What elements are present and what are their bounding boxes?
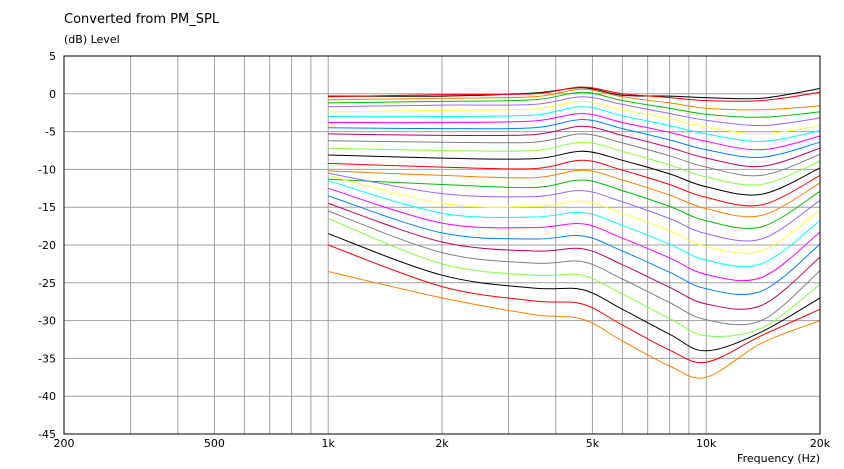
x-tick-label: 10k: [696, 437, 717, 450]
series-line: [328, 180, 821, 268]
x-tick-label: 5k: [586, 437, 600, 450]
x-tick-label: 2k: [435, 437, 449, 450]
x-tick-label: 500: [204, 437, 225, 450]
x-axis-label: Frequency (Hz): [737, 452, 820, 465]
series-line: [328, 118, 821, 158]
y-tick-labels: 5 0 -5 -10 -15 -20 -25 -30 -35 -40 -45: [38, 50, 56, 441]
y-tick-label: 0: [49, 88, 56, 101]
series-line: [328, 86, 821, 102]
series-line: [328, 271, 821, 379]
series-line: [328, 244, 821, 364]
y-axis-label: (dB) Level: [64, 33, 120, 46]
chart-title: Converted from PM_SPL: [64, 12, 220, 27]
y-tick-label: -20: [38, 239, 56, 252]
series-line: [328, 133, 821, 177]
series-line: [328, 233, 821, 352]
series-line: [328, 88, 821, 111]
x-tick-labels: 200 500 1k 2k 5k 10k 20k: [54, 437, 831, 450]
series-line: [328, 195, 821, 295]
y-tick-label: -15: [38, 201, 56, 214]
series-line: [328, 106, 821, 142]
series-line: [328, 169, 821, 218]
series-line: [328, 218, 821, 337]
series-line: [328, 125, 821, 168]
y-tick-label: -45: [38, 428, 56, 441]
y-tick-label: 5: [49, 50, 56, 63]
series-line: [328, 174, 821, 254]
series-line: [328, 100, 821, 135]
series-group: [328, 86, 821, 379]
y-tick-label: -5: [45, 126, 56, 139]
series-line: [328, 141, 821, 186]
series-line: [328, 202, 821, 310]
plot-frame: [63, 55, 821, 435]
y-tick-label: -30: [38, 315, 56, 328]
y-tick-label: -35: [38, 352, 56, 365]
series-line: [328, 91, 821, 118]
series-line: [328, 150, 821, 196]
series-line: [328, 172, 821, 242]
x-tick-label: 1k: [322, 437, 336, 450]
y-tick-label: -25: [38, 277, 56, 290]
series-line: [328, 87, 821, 100]
y-tick-label: -10: [38, 163, 56, 176]
y-tick-label: -40: [38, 390, 56, 403]
series-line: [328, 210, 821, 326]
series-line: [328, 112, 821, 151]
x-tick-label: 200: [54, 437, 75, 450]
grid: [64, 56, 820, 434]
x-tick-label: 20k: [810, 437, 831, 450]
series-line: [328, 187, 821, 282]
series-line: [328, 178, 821, 229]
series-line: [328, 96, 821, 127]
series-line: [328, 159, 821, 207]
